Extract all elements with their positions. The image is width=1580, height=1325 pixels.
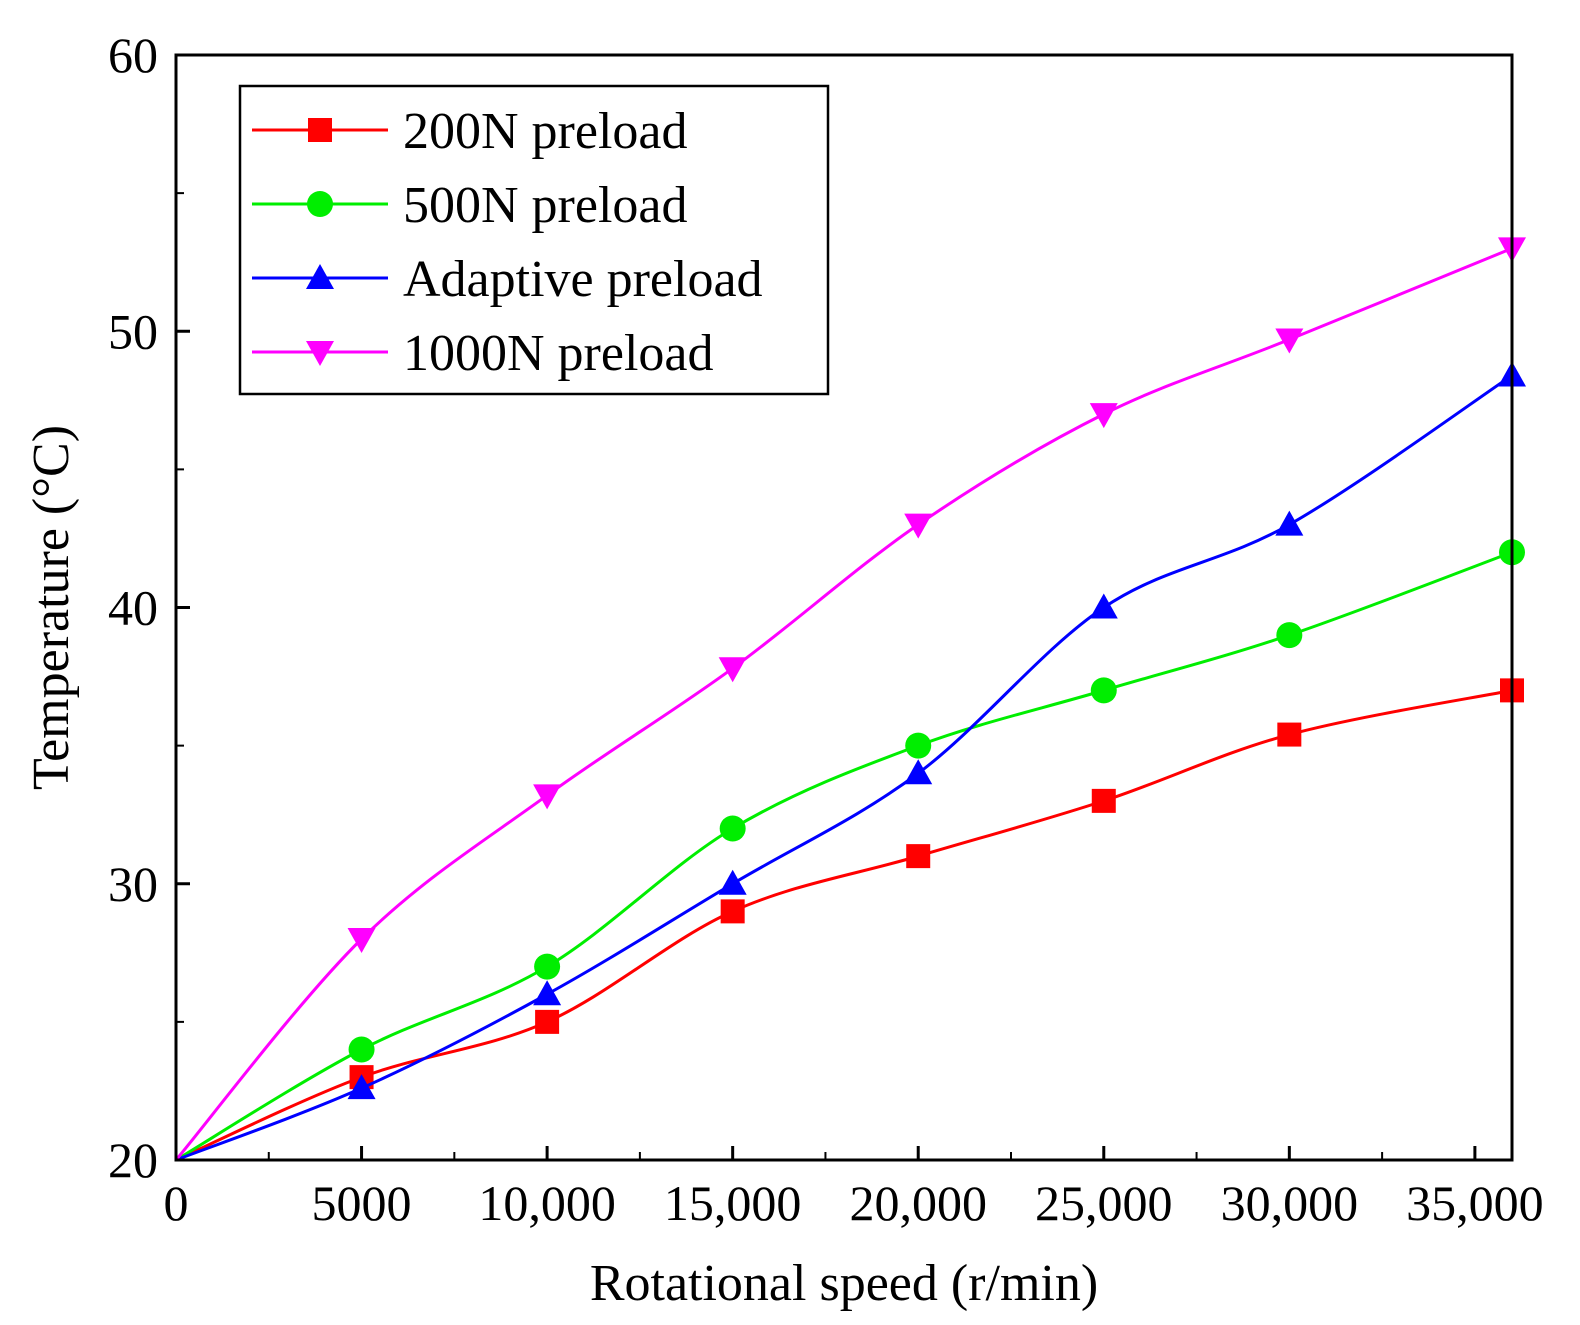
- legend-marker: [306, 264, 334, 289]
- legend-label: 200N preload: [403, 103, 687, 160]
- data-point: [533, 980, 562, 1006]
- x-tick-label: 0: [164, 1175, 189, 1231]
- data-point: [1275, 510, 1304, 536]
- series-1000n-preload: [174, 237, 1526, 1161]
- legend-item: 1000N preload: [252, 325, 713, 382]
- data-point: [535, 1009, 560, 1034]
- y-tick-label: 20: [108, 1132, 158, 1188]
- series-500n-preload: [175, 539, 1525, 1162]
- data-point: [718, 657, 747, 683]
- data-point: [719, 815, 746, 842]
- legend: 200N preload 500N preload Adaptive preload…: [238, 84, 830, 396]
- data-point: [905, 732, 932, 759]
- legend-marker: [306, 341, 334, 366]
- y-tick-label: 60: [108, 27, 158, 83]
- y-tick-label: 30: [108, 856, 158, 912]
- data-point: [347, 1074, 376, 1100]
- x-tick-label: 35,000: [1406, 1175, 1544, 1231]
- data-point: [906, 844, 931, 869]
- data-point: [1089, 593, 1118, 619]
- legend-label: 1000N preload: [403, 325, 713, 382]
- series-200n-preload: [175, 678, 1524, 1162]
- series-layer: [174, 237, 1526, 1162]
- legend-item: 500N preload: [252, 177, 687, 234]
- data-point: [904, 759, 933, 785]
- data-point: [1090, 677, 1117, 704]
- data-point: [1275, 328, 1304, 354]
- x-tick-label: 5000: [312, 1175, 412, 1231]
- legend-marker: [307, 191, 333, 217]
- data-point: [533, 784, 562, 810]
- data-point: [720, 899, 745, 924]
- x-axis-title: Rotational speed (r/min): [590, 1255, 1098, 1312]
- x-tick-label: 30,000: [1221, 1175, 1359, 1231]
- series-adaptive-preload: [175, 361, 1526, 1162]
- data-point: [1089, 403, 1118, 429]
- data-point: [534, 953, 561, 980]
- x-tick-label: 15,000: [664, 1175, 802, 1231]
- axes-layer: 0 5000 10,000 15,000 20,000 25,000 30,000 35,00…: [108, 27, 1544, 1231]
- data-point: [718, 869, 747, 895]
- x-tick-label: 10,000: [478, 1175, 616, 1231]
- legend-label: Adaptive preload: [403, 251, 763, 308]
- series-line-500n-preload: [175, 550, 1513, 1162]
- data-point: [347, 928, 376, 953]
- data-point: [1276, 622, 1303, 649]
- data-point: [1091, 788, 1116, 813]
- data-point: [348, 1036, 375, 1063]
- legend-item: 200N preload: [252, 103, 687, 160]
- x-tick-label: 25,000: [1035, 1175, 1173, 1231]
- x-tick-label: 20,000: [849, 1175, 987, 1231]
- legend-box: [238, 84, 830, 396]
- data-point: [1277, 722, 1302, 747]
- legend-label: 500N preload: [403, 177, 687, 234]
- legend-item: Adaptive preload: [252, 251, 763, 308]
- legend-marker: [308, 118, 332, 142]
- y-tick-label: 40: [108, 580, 158, 636]
- y-axis-title: Temperature (°C): [23, 425, 80, 790]
- data-point: [904, 513, 933, 539]
- y-tick-label: 50: [108, 303, 158, 359]
